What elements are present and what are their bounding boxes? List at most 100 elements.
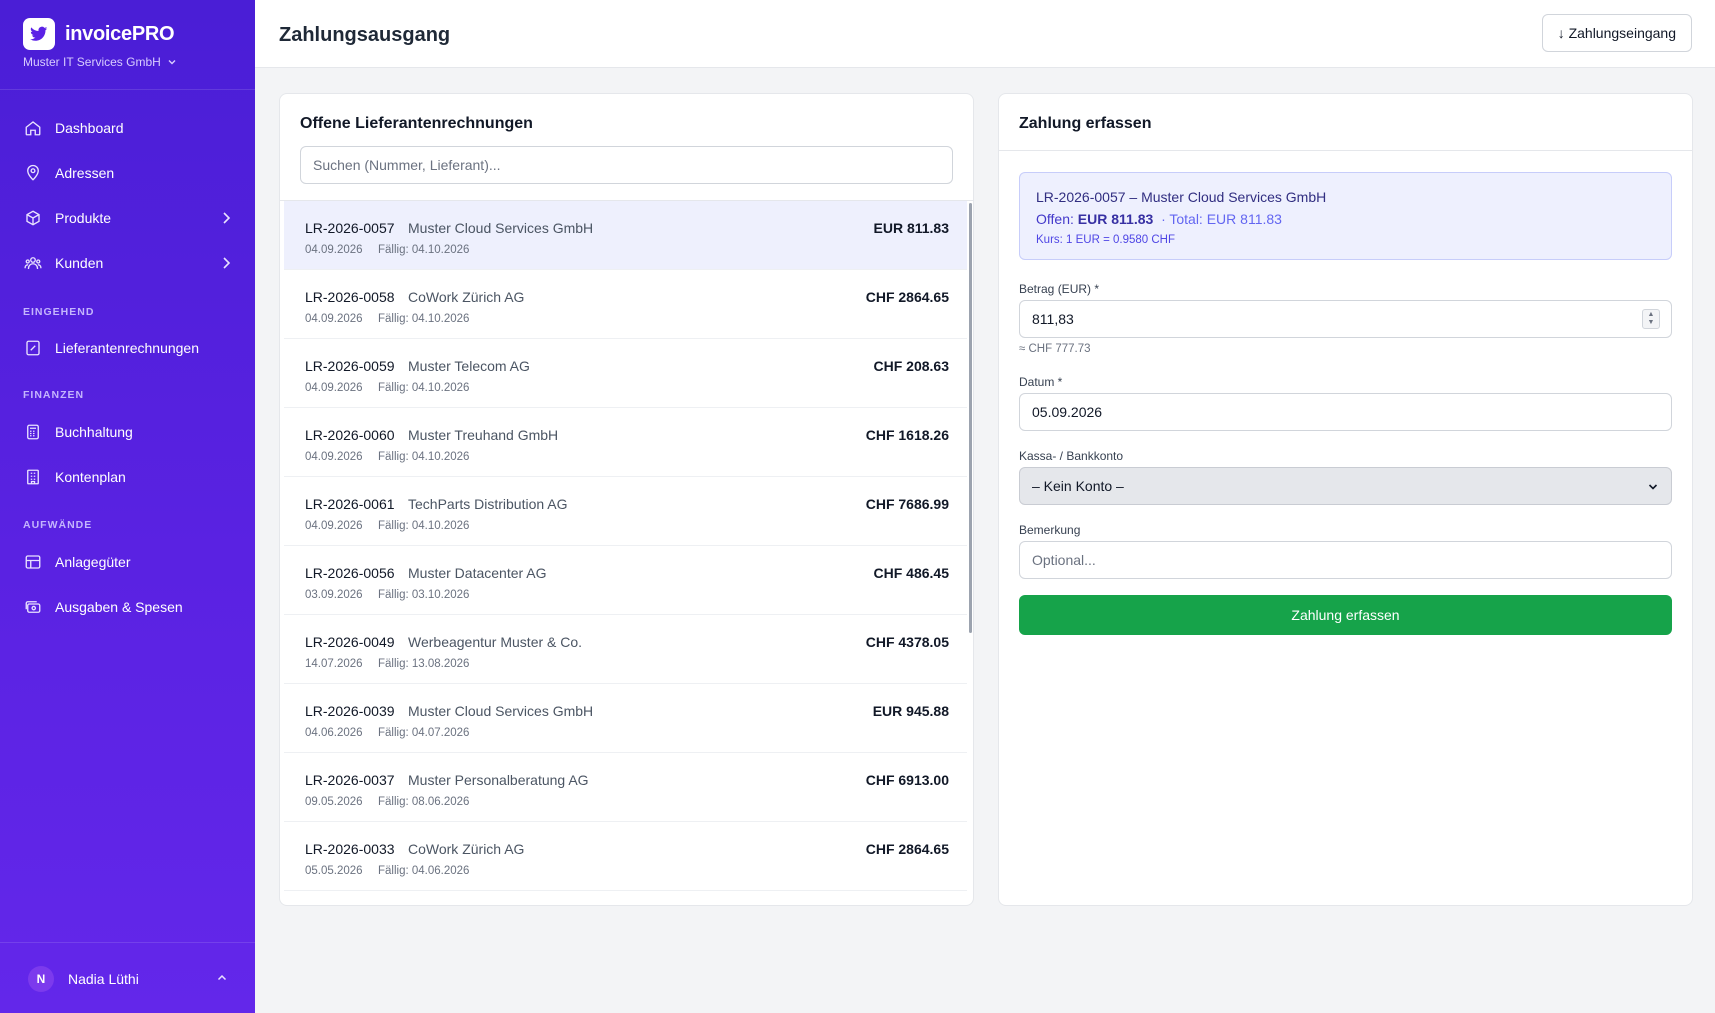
sidebar-item-adressen[interactable]: Adressen [23,155,233,191]
section-label-eingehend: EINGEHEND [23,306,95,318]
due-date: Fällig: 04.10.2026 [378,382,470,394]
box-icon [23,208,43,228]
page-title: Zahlungsausgang [279,24,451,46]
chevron-right-icon [223,257,231,269]
invoice-row[interactable]: LR-2026-0060 Muster Treuhand GmbH CHF 16… [284,408,967,477]
sidebar-item-buchhaltung[interactable]: Buchhaltung [23,414,233,450]
user-menu[interactable]: N Nadia Lüthi [28,966,228,992]
invoice-row[interactable]: LR-2026-0039 Muster Cloud Services GmbH … [284,684,967,753]
amount-input[interactable] [1019,300,1672,338]
divider [999,150,1692,151]
note-input[interactable] [1019,541,1672,579]
invoice-row[interactable]: LR-2026-0057 Muster Cloud Services GmbH … [284,201,967,270]
invoice-date: 03.09.2026 [305,589,363,601]
section-label-aufwaende: AUFWÄNDE [23,519,93,531]
amount-field-wrapper: ▲ ▼ [999,300,1692,338]
building-icon [23,467,43,487]
invoice-amount: CHF 1618.26 [865,427,949,443]
supplier-name: Muster Personalberatung AG [408,772,589,788]
company-switcher[interactable]: Muster IT Services GmbH [23,55,177,69]
invoice-amount: CHF 2864.65 [865,841,949,857]
chevron-up-icon [217,974,227,981]
sidebar-item-ausgaben-spesen[interactable]: Ausgaben & Spesen [23,589,233,625]
users-icon [23,253,43,273]
receipt-icon [23,338,43,358]
invoice-row[interactable]: LR-2026-0061 TechParts Distribution AG C… [284,477,967,546]
invoice-amount: CHF 4378.05 [865,634,949,650]
due-date: Fällig: 04.10.2026 [378,244,470,256]
sidebar-item-lieferantenrechnungen[interactable]: Lieferantenrechnungen [23,330,233,366]
sidebar-item-anlagegueter[interactable]: Anlagegüter [23,544,233,580]
table-icon [23,552,43,572]
amount-label: Betrag (EUR) * [1019,282,1100,296]
invoice-row[interactable]: LR-2026-0059 Muster Telecom AG CHF 208.6… [284,339,967,408]
sidebar-item-label: Buchhaltung [55,424,133,440]
sidebar-item-dashboard[interactable]: Dashboard [23,110,233,146]
page-header: Zahlungsausgang ↓ Zahlungseingang [255,0,1715,68]
invoice-row[interactable]: LR-2026-0037 Muster Personalberatung AG … [284,753,967,822]
avatar: N [28,966,54,992]
sidebar-item-label: Lieferantenrechnungen [55,340,200,356]
invoice-number: LR-2026-0049 [305,634,395,650]
search-input[interactable] [300,146,953,184]
invoice-number: LR-2026-0039 [305,703,395,719]
invoice-list[interactable]: LR-2026-0057 Muster Cloud Services GmbH … [280,201,973,905]
invoice-row[interactable]: LR-2026-0033 CoWork Zürich AG CHF 2864.6… [284,822,967,891]
due-date: Fällig: 04.07.2026 [378,727,470,739]
invoice-date: 04.09.2026 [305,520,363,532]
total-amount: · Total: EUR 811.83 [1161,211,1282,227]
invoice-date: 04.09.2026 [305,313,363,325]
invoice-number: LR-2026-0057 [305,220,395,236]
invoice-number: LR-2026-0059 [305,358,395,374]
bird-logo-icon [23,18,55,50]
sidebar-item-label: Ausgaben & Spesen [55,599,183,615]
invoice-number: LR-2026-0060 [305,427,395,443]
supplier-name: Muster Telecom AG [408,358,530,374]
date-input[interactable] [1019,393,1672,431]
list-scrollbar[interactable] [969,203,972,633]
invoice-row[interactable]: LR-2026-0058 CoWork Zürich AG CHF 2864.6… [284,270,967,339]
due-date: Fällig: 04.10.2026 [378,520,470,532]
submit-payment-button[interactable]: Zahlung erfassen [1019,595,1672,635]
supplier-name: Muster Cloud Services GmbH [408,220,594,236]
map-pin-icon [23,163,43,183]
date-label: Datum * [1019,375,1063,389]
due-date: Fällig: 04.10.2026 [378,313,470,325]
invoice-date: 04.09.2026 [305,244,363,256]
chevron-down-icon [168,60,176,65]
invoice-amount: EUR 945.88 [872,703,949,719]
supplier-name: CoWork Zürich AG [408,841,525,857]
sidebar-item-label: Produkte [55,210,112,226]
invoice-date: 09.05.2026 [305,796,363,808]
sidebar-item-kontenplan[interactable]: Kontenplan [23,459,233,495]
invoice-number: LR-2026-0037 [305,772,395,788]
account-label: Kassa- / Bankkonto [1019,449,1124,463]
brand[interactable]: invoicePRO [23,17,175,51]
invoice-row[interactable]: LR-2026-0049 Werbeagentur Muster & Co. C… [284,615,967,684]
account-select[interactable]: – Kein Konto – [1019,467,1672,505]
due-date: Fällig: 08.06.2026 [378,796,470,808]
sidebar-item-produkte[interactable]: Produkte [23,200,233,236]
panel-title: Offene Lieferantenrechnungen [300,115,533,132]
section-label-finanzen: FINANZEN [23,389,85,401]
chevron-right-icon [223,212,231,224]
calculator-icon [23,422,43,442]
amount-stepper[interactable]: ▲ ▼ [1642,309,1660,329]
invoice-amount: CHF 2864.65 [865,289,949,305]
switch-to-incoming-button[interactable]: ↓ Zahlungseingang [1541,14,1692,52]
cash-icon [23,597,43,617]
sidebar-item-label: Anlagegüter [55,554,131,570]
invoice-amount: EUR 811.83 [873,220,950,236]
app-name: invoicePRO [65,22,175,45]
open-amount-line: Offen: EUR 811.83 · Total: EUR 811.83 [1036,211,1282,227]
open-label: Offen: [1036,211,1074,227]
company-name: Muster IT Services GmbH [23,55,161,69]
invoice-row[interactable]: LR-2026-0056 Muster Datacenter AG CHF 48… [284,546,967,615]
supplier-name: Muster Cloud Services GmbH [408,703,594,719]
open-invoices-panel: Offene Lieferantenrechnungen LR-2026-005… [279,93,974,906]
invoice-number: LR-2026-0061 [305,496,395,512]
invoice-number: LR-2026-0056 [305,565,395,581]
sidebar-divider [0,89,255,90]
invoice-date: 04.09.2026 [305,451,363,463]
sidebar-item-kunden[interactable]: Kunden [23,245,233,281]
